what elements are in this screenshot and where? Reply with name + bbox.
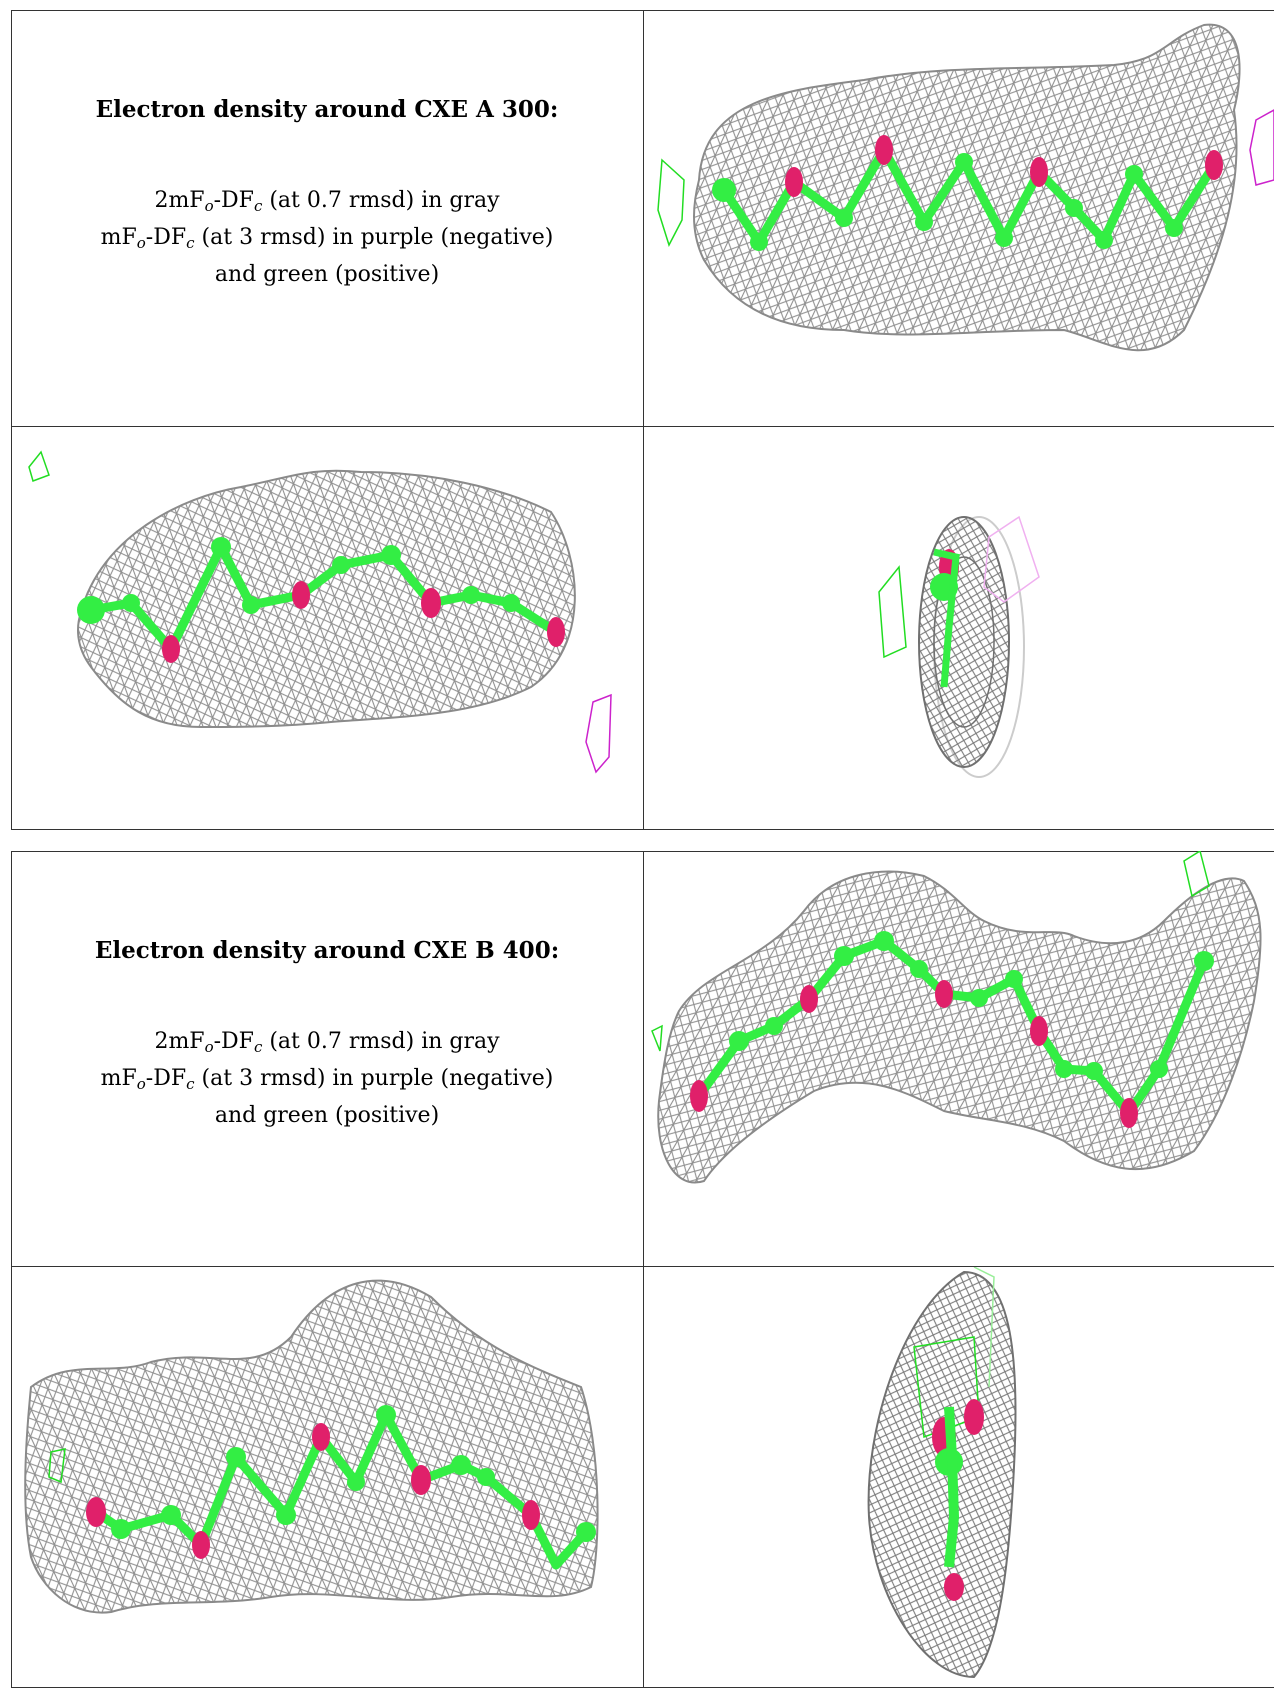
density-mesh	[918, 516, 1010, 768]
density-table-b: Electron density around CXE B 400: 2mFo-…	[11, 851, 1274, 1688]
legend-line-positive: and green (positive)	[214, 262, 440, 287]
density-view-top-right	[644, 10, 1274, 426]
legend-line-diff: mFo-DFc (at 3 rmsd) in purple (negative)	[100, 1066, 554, 1093]
negative-blob	[585, 693, 612, 774]
caption-a: Electron density around CXE A 300: 2mFo-…	[11, 96, 643, 291]
caption-title: Electron density around CXE B 400:	[94, 937, 560, 964]
positive-blob	[48, 1448, 66, 1484]
density-view-bottom-left	[11, 427, 643, 830]
density-view-top-right	[644, 851, 1274, 1266]
positive-blob	[1183, 851, 1210, 898]
positive-blob	[878, 565, 907, 659]
density-mesh	[693, 23, 1241, 352]
density-mesh	[657, 870, 1262, 1184]
positive-blob	[657, 158, 685, 247]
density-table-a: Electron density around CXE A 300: 2mFo-…	[11, 10, 1274, 830]
legend-line-gray: 2mFo-DFc (at 0.7 rmsd) in gray	[154, 188, 500, 215]
negative-blob	[1249, 109, 1274, 186]
row-divider	[11, 1266, 1274, 1267]
table-border	[11, 10, 1274, 830]
positive-blob	[651, 1024, 663, 1052]
density-view-end-on	[644, 427, 1274, 830]
negative-blob	[983, 515, 1040, 603]
legend-line-positive: and green (positive)	[214, 1103, 440, 1128]
positive-blob	[28, 450, 50, 482]
caption-title: Electron density around CXE A 300:	[95, 96, 559, 123]
density-view-bottom-left	[11, 1267, 643, 1688]
legend-line-diff: mFo-DFc (at 3 rmsd) in purple (negative)	[100, 225, 554, 252]
row-divider	[11, 426, 1274, 427]
density-view-end-on	[644, 1267, 1274, 1688]
legend-line-gray: 2mFo-DFc (at 0.7 rmsd) in gray	[154, 1029, 500, 1056]
density-mesh	[77, 469, 576, 729]
density-mesh	[24, 1279, 599, 1614]
caption-b: Electron density around CXE B 400: 2mFo-…	[11, 937, 643, 1132]
column-divider	[643, 10, 644, 830]
density-mesh	[867, 1270, 1017, 1679]
column-divider	[643, 851, 644, 1688]
